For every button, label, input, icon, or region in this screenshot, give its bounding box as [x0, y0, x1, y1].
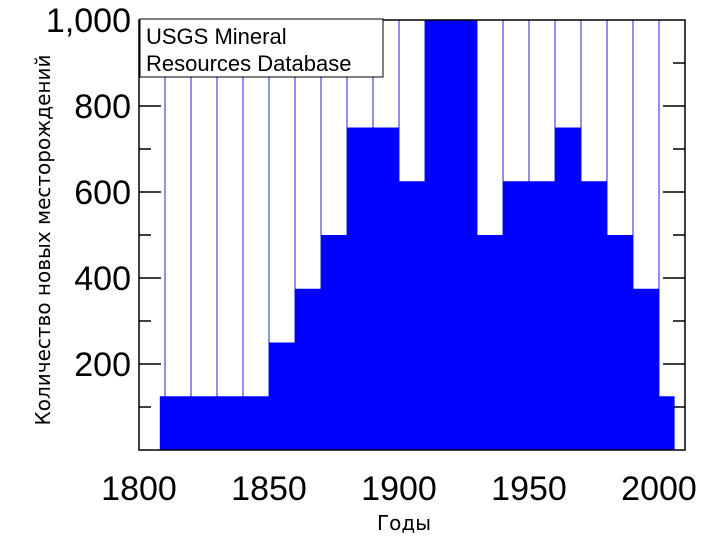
histogram-bar	[659, 396, 675, 450]
y-tick-label: 200	[74, 346, 131, 384]
x-axis-title: Годы	[377, 511, 431, 535]
y-tick-label: 800	[74, 88, 131, 126]
bars-layer	[159, 20, 675, 450]
annotation-line-2: Resources Database	[146, 51, 351, 76]
y-tick-label: 1,000	[46, 2, 131, 40]
x-tick-label: 1900	[361, 470, 437, 508]
x-tick-label: 1850	[231, 470, 307, 508]
y-tick-label: 600	[74, 174, 131, 212]
y-tick-labels: 200 400 600 800 1,000	[46, 2, 131, 384]
x-tick-labels: 1800 1850 1900 1950 2000	[101, 470, 697, 508]
x-tick-label: 2000	[621, 470, 697, 508]
y-axis-title: Количество новых месторождений	[31, 55, 55, 426]
histogram-bar	[633, 288, 659, 450]
legend-box: USGS Mineral Resources Database	[139, 18, 384, 78]
x-tick-label: 1950	[491, 470, 567, 508]
histogram-bar	[399, 181, 425, 450]
histogram-bar	[607, 235, 633, 450]
histogram-bar	[347, 127, 399, 450]
histogram-bar	[581, 181, 607, 450]
histogram-bar	[503, 181, 555, 450]
x-tick-label: 1800	[101, 470, 177, 508]
legend-background	[139, 18, 384, 78]
histogram-bar	[295, 288, 321, 450]
y-tick-label: 400	[74, 260, 131, 298]
histogram-bar	[477, 235, 503, 450]
histogram-bar	[555, 127, 581, 450]
histogram-bar	[425, 20, 477, 450]
histogram-bar	[321, 235, 347, 450]
annotation-line-1: USGS Mineral	[146, 24, 287, 49]
histogram-bar	[269, 342, 295, 450]
histogram-bar	[159, 396, 269, 450]
